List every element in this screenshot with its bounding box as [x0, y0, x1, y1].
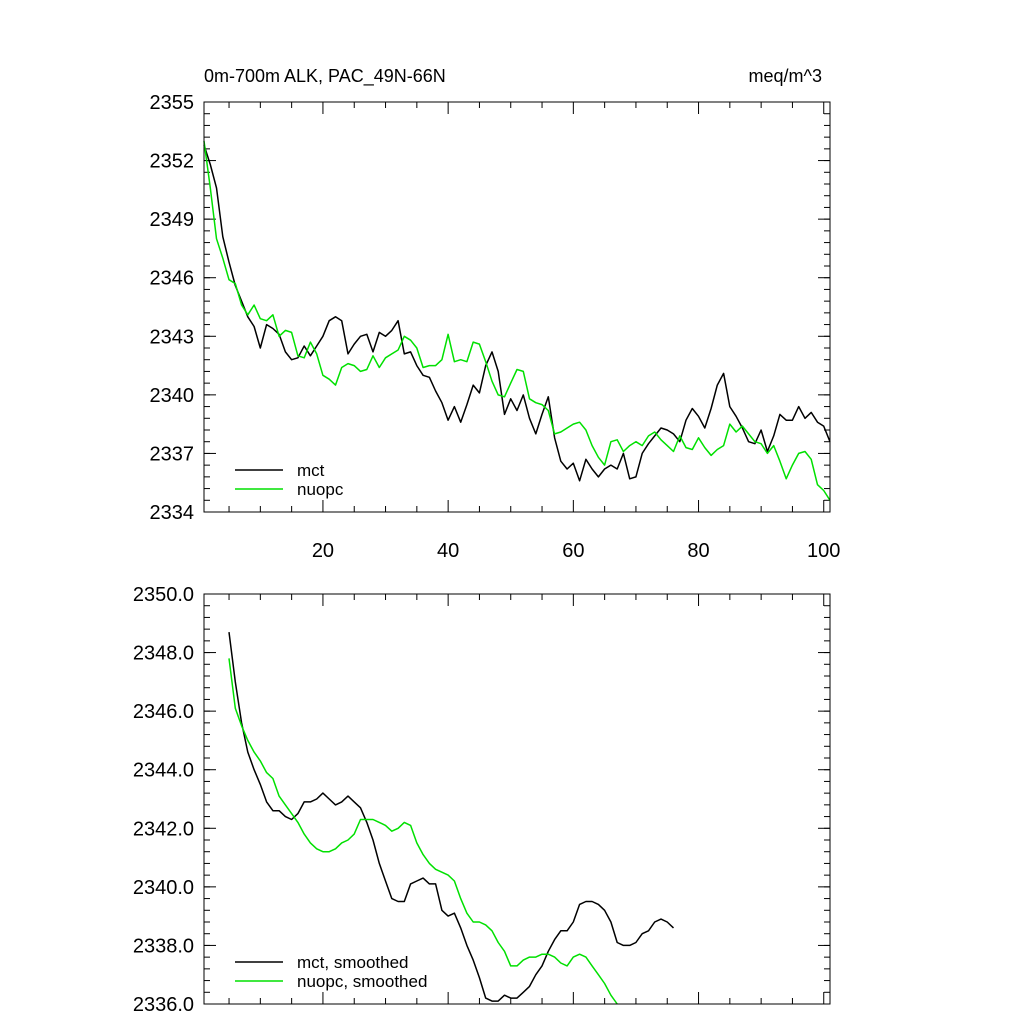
- y-tick-label: 2352: [150, 151, 195, 173]
- top-panel-title: 0m-700m ALK, PAC_49N-66N: [204, 66, 446, 87]
- y-tick-label: 2334: [150, 502, 195, 524]
- top-panel-ticks: 2334 2337 2340 2343 2346 2349 2352 2355 20 40 60 80…: [150, 92, 841, 562]
- top-panel: 0m-700m ALK, PAC_49N-66N meq/m^3 2334233…: [150, 66, 841, 562]
- bottom-panel-ticks: 2336.0 2338.0 2340.0 2342.0 2344.0 2346.0 2348…: [133, 584, 830, 1016]
- series-line-nuopc: [203, 140, 831, 501]
- series-line-mct: [203, 144, 831, 482]
- bottom-panel: 2336.0 2338.0 2340.0 2342.0 2344.0 2346.0 2348…: [133, 584, 831, 1016]
- top-panel-units: meq/m^3: [749, 66, 822, 86]
- y-tick-label: 2344.0: [133, 760, 194, 782]
- y-tick-label: 2337: [150, 443, 195, 465]
- y-tick-label: 2346: [150, 268, 195, 290]
- legend-label-nuopc: nuopc: [297, 480, 344, 499]
- legend-label-mct: mct: [297, 461, 325, 480]
- y-tick-label: 2350.0: [133, 584, 194, 606]
- bottom-panel-frame: [203, 593, 831, 1005]
- x-tick-label: 60: [562, 540, 584, 562]
- x-tick-label: 40: [437, 540, 459, 562]
- x-tick-label: 80: [687, 540, 709, 562]
- top-panel-legend: mct nuopc: [235, 461, 344, 499]
- bottom-panel-series: [228, 632, 675, 1005]
- x-tick-label: 20: [312, 540, 334, 562]
- y-tick-label: 2340: [150, 385, 195, 407]
- y-tick-label: 2349: [150, 209, 195, 231]
- y-tick-label: 2340.0: [133, 877, 194, 899]
- y-tick-label: 2336.0: [133, 994, 194, 1016]
- y-tick-label: 2355: [150, 92, 195, 114]
- y-tick-label: 2342.0: [133, 818, 194, 840]
- top-panel-frame: [203, 101, 831, 513]
- legend-label-mct-smoothed: mct, smoothed: [297, 953, 409, 972]
- y-tick-label: 2338.0: [133, 935, 194, 957]
- x-tick-label: 100: [807, 540, 840, 562]
- top-panel-series: [203, 140, 831, 501]
- legend-label-nuopc-smoothed: nuopc, smoothed: [297, 972, 427, 991]
- y-tick-label: 2348.0: [133, 643, 194, 665]
- y-tick-label: 2343: [150, 326, 195, 348]
- bottom-panel-legend: mct, smoothed nuopc, smoothed: [235, 953, 427, 991]
- series-line-mct-smoothed: [228, 632, 675, 1002]
- series-line-nuopc-smoothed: [228, 658, 618, 1005]
- y-tick-label: 2346.0: [133, 701, 194, 723]
